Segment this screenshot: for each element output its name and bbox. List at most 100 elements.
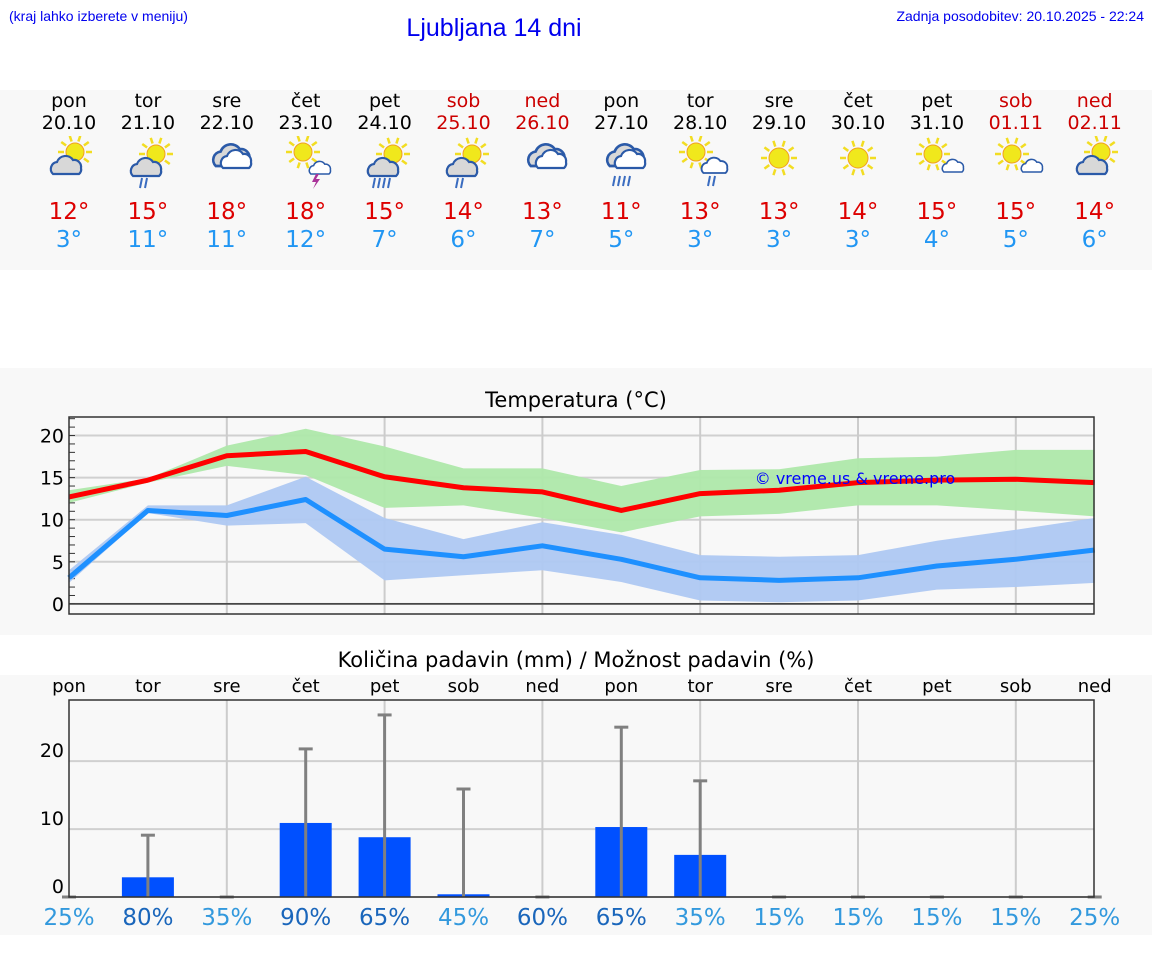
location-menu-hint: (kraj lahko izberete v meniju) [9,8,188,24]
max-temp: 13° [522,199,563,225]
precip-day-name: ned [1077,676,1112,697]
precip-day-name: pon [52,676,86,697]
sun-icon [818,136,898,196]
temperature-chart-title: Temperatura (°C) [485,388,667,412]
day-date: 27.10 [594,112,649,134]
day-name: čet [290,90,321,112]
watermark: © vreme.us & vreme.pro [755,469,956,488]
day-date: 28.10 [672,112,728,134]
precip-probability: 25% [43,905,95,931]
min-temp: 3° [844,227,872,253]
cloudy-icon [502,136,582,196]
temperature-y-tick: 0 [52,594,64,616]
precip-probability: 25% [1069,905,1121,931]
precip-day-name: sob [999,676,1032,697]
day-name: tor [134,90,162,112]
day-name: pon [51,90,87,112]
max-temp: 13° [679,199,721,225]
day-date: 02.11 [1067,112,1122,134]
day-name: sre [764,90,794,112]
min-temp: 6° [1081,227,1108,253]
precip-day-name: sob [447,676,480,697]
min-temp: 5° [1002,227,1029,253]
max-temp: 14° [443,199,484,225]
max-temp: 15° [127,199,169,225]
precipitation-frame [68,699,1095,898]
temperature-y-tick: 20 [40,426,64,448]
sun-small-cloud-icon [897,136,977,196]
min-temp: 7° [529,227,556,253]
sun-icon [739,136,819,196]
max-temp: 12° [48,199,90,225]
min-temp-line [67,497,1095,583]
precip-probability: 60% [516,905,568,931]
precip-day-name: tor [687,676,713,697]
sun-small-cloud-icon [976,136,1056,196]
min-temp: 11° [127,227,169,253]
max-temp-range-band [69,428,1095,533]
max-temp: 15° [916,199,958,225]
day-name: tor [686,90,714,112]
precip-probability: 15% [753,905,805,931]
day-name: pon [603,90,640,112]
day-date: 24.10 [357,112,412,134]
day-date: 23.10 [278,112,333,134]
precip-probability: 15% [832,905,884,931]
max-temp: 15° [364,199,405,225]
max-temp: 14° [837,199,879,225]
precip-day-name: čet [843,676,873,697]
partly-cloudy-light-rain-icon [108,136,188,196]
max-temp: 13° [758,199,800,225]
day-date: 31.10 [909,112,965,134]
page-title: Ljubljana 14 dni [406,14,582,42]
day-date: 01.11 [988,112,1043,134]
min-temp: 7° [371,227,398,253]
max-temp-line [68,449,1095,513]
last-updated: Zadnja posodobitev: 20.10.2025 - 22:24 [896,8,1144,24]
min-temp: 4° [923,227,950,253]
day-date: 21.10 [120,112,176,134]
precip-day-name: pet [922,676,952,697]
precip-probability: 15% [911,905,963,931]
precip-day-name: sre [765,676,793,697]
precip-day-name: pet [369,676,400,697]
day-date: 30.10 [830,112,886,134]
cloudy-rain-icon [581,136,661,196]
min-temp: 3° [766,227,793,253]
temperature-y-tick: 5 [52,552,64,574]
max-temp: 15° [995,199,1037,225]
day-name: sob [446,90,481,112]
precip-probability: 90% [280,905,332,931]
min-temp-range-band [69,476,1095,603]
day-name: sre [212,90,242,112]
day-date: 25.10 [436,112,491,134]
precip-day-name: pon [604,676,639,697]
precipitation-y-tick: 0 [52,876,64,898]
precip-day-name: čet [291,676,320,697]
forecast-panel [0,90,1152,270]
partly-cloudy-icon [1055,135,1135,196]
precip-probability: 65% [359,905,411,931]
min-temp: 12° [285,227,327,253]
partly-cloudy-rain-icon [345,136,425,196]
day-name: pet [368,90,401,112]
sun-cloud-light-rain-icon [660,135,740,196]
partly-cloudy-icon [29,135,109,196]
max-temp: 11° [600,199,642,225]
min-temp: 3° [687,227,714,253]
min-temp: 5° [608,227,635,253]
day-name: ned [1076,90,1113,112]
max-temp: 18° [285,199,327,225]
day-date: 29.10 [751,112,807,134]
precip-probability: 80% [122,905,174,931]
day-name: sob [999,90,1033,112]
day-date: 26.10 [515,112,570,134]
sun-thunderstorm-icon [266,135,346,196]
precip-probability: 15% [990,905,1042,931]
max-temp: 14° [1074,199,1116,225]
day-date: 20.10 [41,112,97,134]
precip-day-name: ned [525,676,560,697]
precipitation-y-tick: 10 [40,808,64,830]
day-name: ned [524,90,561,112]
